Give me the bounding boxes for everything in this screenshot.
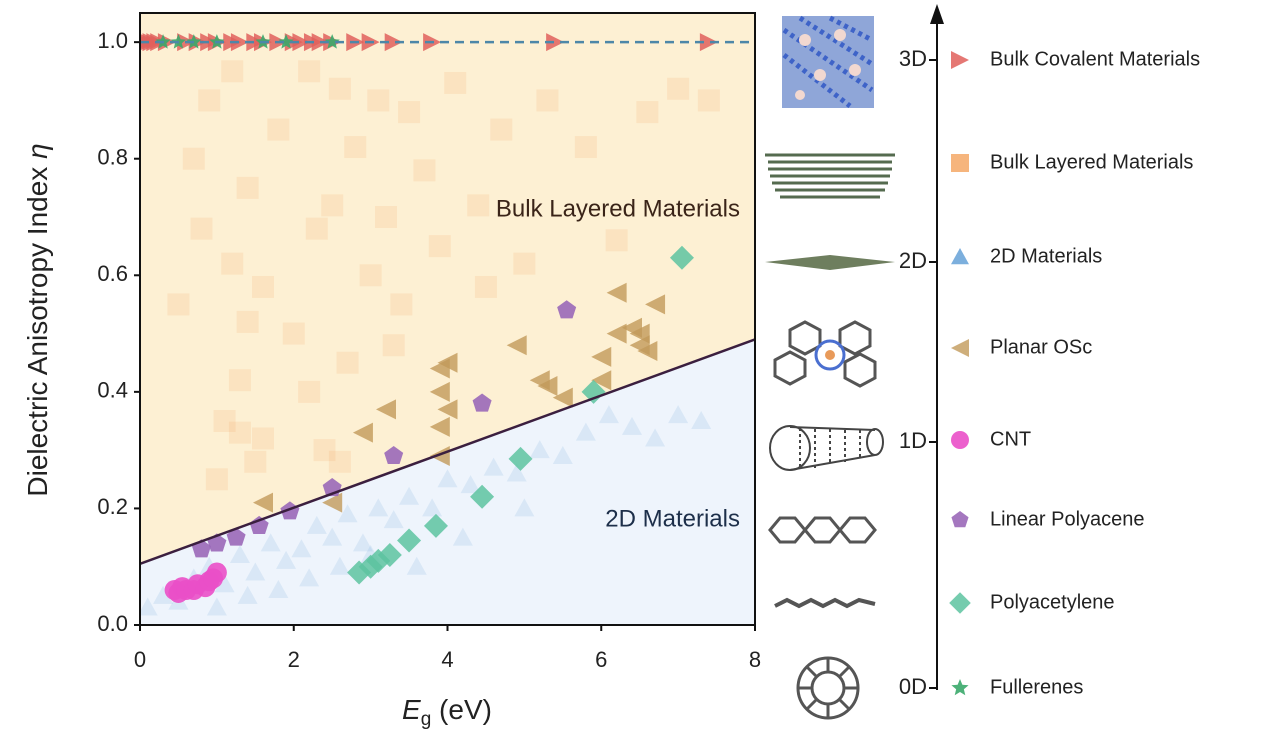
- data-point: [267, 119, 289, 141]
- data-point: [298, 60, 320, 82]
- data-point: [367, 89, 389, 111]
- polyacetylene-icon: [775, 600, 875, 606]
- data-point: [383, 334, 405, 356]
- figure: 0 2 4 6 8 0.0 0.2 0.4 0.6 0.8 1.0 Bulk Layered Mat…: [0, 0, 1262, 736]
- y-tick-label: 0.2: [97, 494, 128, 519]
- x-tick-label: 0: [134, 647, 146, 672]
- dimension-label: 2D: [899, 248, 927, 273]
- data-point: [575, 136, 597, 158]
- data-point: [252, 276, 274, 298]
- polyacene-icon: [770, 518, 875, 542]
- data-point: [344, 136, 366, 158]
- data-point: [237, 311, 259, 333]
- data-point: [321, 194, 343, 216]
- data-point: [306, 218, 328, 240]
- data-point: [329, 451, 351, 473]
- legend-label: Bulk Covalent Materials: [990, 48, 1200, 70]
- data-point: [398, 101, 420, 123]
- x-axis-label: Eg (eV): [402, 694, 492, 730]
- legend-marker: [949, 592, 971, 614]
- data-point: [198, 89, 220, 111]
- y-axis-label: Dielectric Anisotropy Index η: [22, 143, 53, 496]
- data-point: [183, 148, 205, 170]
- dimension-label: 3D: [899, 46, 927, 71]
- legend-marker: [951, 339, 969, 357]
- data-point: [636, 101, 658, 123]
- dimension-label: 0D: [899, 674, 927, 699]
- data-point: [444, 72, 466, 94]
- data-point: [490, 119, 512, 141]
- monolayer-icon: [765, 255, 895, 270]
- dimension-label: 1D: [899, 428, 927, 453]
- structure-icons: [765, 16, 895, 718]
- x-tick-label: 8: [749, 647, 761, 672]
- legend-marker: [951, 431, 969, 449]
- data-point: [390, 293, 412, 315]
- data-point: [513, 253, 535, 275]
- data-point: [467, 194, 489, 216]
- legend-label: CNT: [990, 428, 1031, 450]
- data-point: [667, 78, 689, 100]
- x-tick-label: 6: [595, 647, 607, 672]
- legend-label: Polyacetylene: [990, 591, 1115, 613]
- data-point: [283, 323, 305, 345]
- data-point: [229, 369, 251, 391]
- porphyrin-icon: [775, 322, 875, 386]
- y-axis-label-text: Dielectric Anisotropy Index: [22, 159, 53, 497]
- data-point: [413, 159, 435, 181]
- y-tick-label: 1.0: [97, 28, 128, 53]
- x-axis-label-symbol: E: [402, 694, 421, 725]
- data-point: [298, 381, 320, 403]
- annotation: Bulk Layered Materials: [496, 195, 740, 222]
- y-tick-label: 0.4: [97, 378, 128, 403]
- data-point: [252, 427, 274, 449]
- y-tick-label: 0.6: [97, 261, 128, 286]
- annotation: 2D Materials: [605, 505, 740, 532]
- data-point: [221, 253, 243, 275]
- data-point: [203, 568, 223, 588]
- legend-marker: [951, 51, 969, 69]
- data-point: [191, 218, 213, 240]
- legend-marker: [951, 679, 968, 695]
- y-tick-label: 0.0: [97, 611, 128, 636]
- legend-label: Fullerenes: [990, 676, 1083, 698]
- legend-label: Linear Polyacene: [990, 508, 1145, 530]
- data-point: [244, 451, 266, 473]
- x-axis-label-unit: (eV): [431, 694, 492, 725]
- data-point: [429, 235, 451, 257]
- legend-marker: [951, 154, 969, 172]
- data-point: [360, 264, 382, 286]
- layered-icon: [765, 155, 895, 197]
- data-point: [229, 422, 251, 444]
- legend-marker: [951, 248, 969, 264]
- data-point: [167, 293, 189, 315]
- x-tick-label: 4: [441, 647, 453, 672]
- legend-marker: [951, 511, 968, 527]
- data-point: [337, 352, 359, 374]
- legend-label: Bulk Layered Materials: [990, 151, 1193, 173]
- data-point: [606, 229, 628, 251]
- x-axis-label-subscript: g: [421, 709, 432, 730]
- data-point: [237, 177, 259, 199]
- porphyrin-center: [825, 350, 835, 360]
- y-tick-label: 0.8: [97, 145, 128, 170]
- data-point: [475, 276, 497, 298]
- fullerene-icon: [798, 658, 858, 718]
- legend-label: Planar OSc: [990, 336, 1092, 358]
- nanotube-icon: [770, 426, 883, 470]
- bulk-crystal-icon: [782, 16, 874, 108]
- data-point: [206, 468, 228, 490]
- y-axis-label-symbol: η: [22, 143, 53, 159]
- data-point: [698, 89, 720, 111]
- x-tick-label: 2: [288, 647, 300, 672]
- data-point: [375, 206, 397, 228]
- dimension-arrow: [930, 4, 944, 24]
- data-point: [536, 89, 558, 111]
- data-point: [221, 60, 243, 82]
- data-point: [329, 78, 351, 100]
- legend-label: 2D Materials: [990, 245, 1102, 267]
